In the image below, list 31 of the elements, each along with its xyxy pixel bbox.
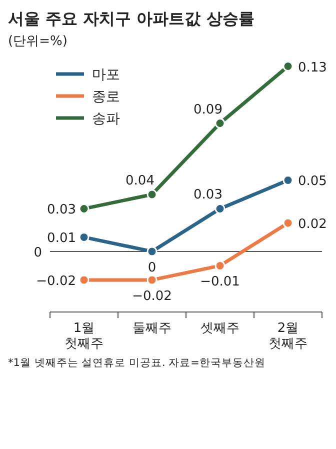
data-label: 0.03 (47, 202, 76, 218)
data-label: −0.02 (36, 274, 76, 289)
data-label: 0.01 (47, 231, 76, 246)
point (282, 61, 294, 72)
x-tick-label: 1월 첫째주 (64, 321, 104, 352)
chart-title: 서울 주요 자치구 아파트값 상승률 (8, 9, 254, 28)
data-label: 0.02 (298, 216, 327, 232)
ref-line-label: 0 (34, 245, 42, 260)
chart-subtitle: (단위=%) (8, 34, 68, 49)
x-tick-label: 셋째주 (200, 321, 240, 336)
point (214, 118, 226, 129)
x-tick-label: 2월 첫째주 (268, 321, 308, 352)
data-label: 0.03 (194, 188, 222, 203)
legend-label: 마포 (92, 67, 120, 83)
point (282, 218, 294, 228)
data-label: 0.05 (298, 174, 327, 190)
point (146, 189, 158, 200)
text: *1월 넷째주는 설연휴로 미공표. 자료=한국부동산원 (8, 357, 266, 369)
data-label: 0.09 (194, 102, 222, 118)
x-tick-label: 둘째주 (132, 321, 172, 336)
legend-label: 종로 (92, 89, 120, 105)
data-label: 0 (148, 260, 156, 276)
data-label: 0.13 (298, 60, 327, 76)
data-label: 0.04 (126, 173, 154, 188)
point (146, 246, 158, 257)
data-label: −0.02 (132, 288, 172, 304)
point (146, 274, 158, 286)
legend-label: 송파 (92, 111, 120, 127)
point (78, 274, 90, 286)
point (214, 260, 226, 271)
data-label: −0.01 (200, 274, 240, 290)
